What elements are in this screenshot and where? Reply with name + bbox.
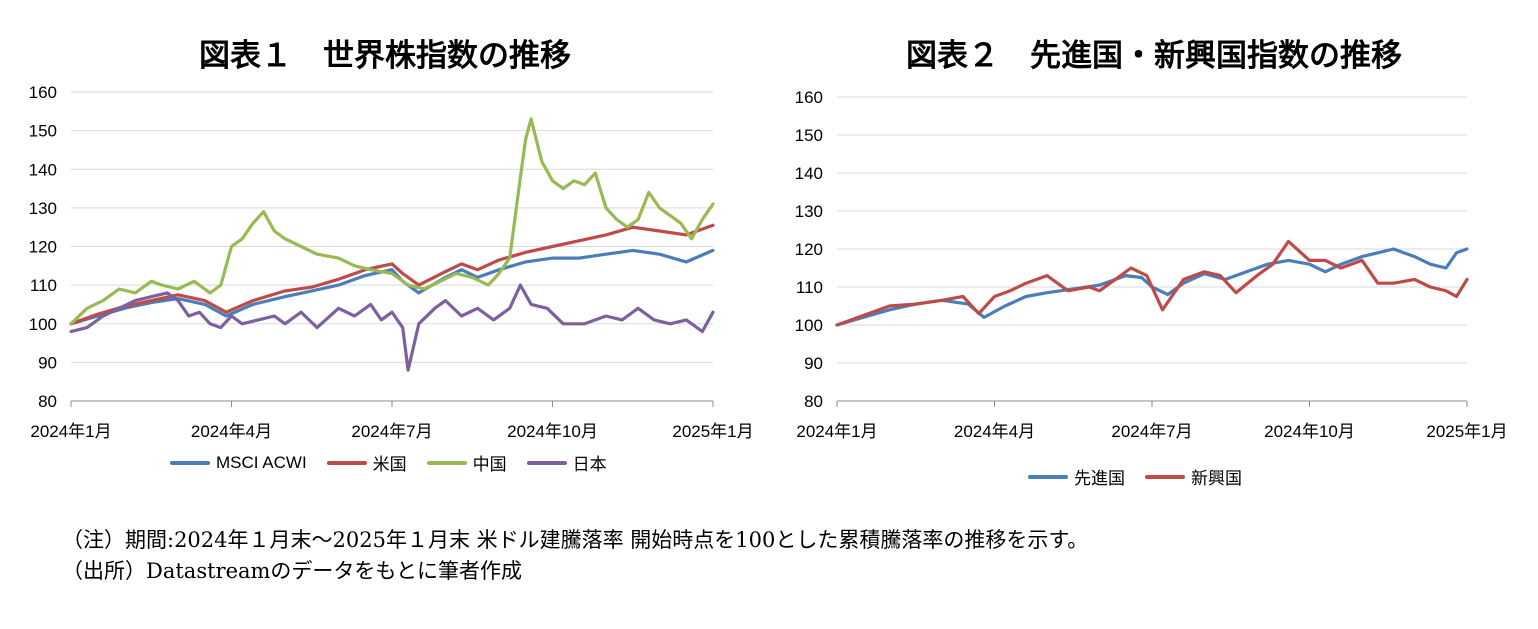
x-tick-label: 2024年10月 [507,422,598,441]
legend-label: MSCI ACWI [216,452,307,472]
y-tick-label: 160 [29,83,57,102]
legend-label: 日本 [572,455,607,474]
series-line [835,239,1469,327]
y-tick-label: 110 [796,278,823,297]
chart-panel-developed-emerging: 図表２ 先進国・新興国指数の推移 80 90 100 110 120 130 140 150 1… [770,0,1538,500]
y-tick-label: 150 [29,122,57,141]
legend-swatch [326,460,367,465]
x-tick-label: 2024年7月 [1111,422,1192,441]
legend-item: MSCI ACWI [170,453,307,473]
x-tick-label: 2024年7月 [351,422,432,441]
chart-title: 図表２ 先進国・新興国指数の推移 [906,38,1402,74]
series-line [69,223,715,326]
y-tick-label: 150 [795,126,823,145]
y-tick-label: 120 [795,240,823,259]
x-tick-label: 2025年1月 [1426,422,1507,441]
x-tick-label: 2025年1月 [672,422,753,441]
x-tick-label: 2024年1月 [796,422,877,441]
legend-swatch [1028,474,1068,479]
x-tick-label: 2024年10月 [1264,422,1355,441]
y-tick-label: 80 [38,392,57,411]
y-tick-label: 100 [795,316,823,335]
legend-swatch [170,460,210,465]
x-tick-label: 2024年4月 [954,422,1035,441]
y-tick-label: 160 [795,88,823,107]
x-tick-label: 2024年4月 [191,422,272,441]
y-tick-label: 120 [29,238,57,257]
y-tick-label: 100 [29,315,57,334]
y-tick-label: 90 [38,353,57,372]
footnotes: （注）期間:2024年１月末〜2025年１月末 米ドル建騰落率 開始時点を100… [62,525,1088,587]
legend-swatch [1145,474,1185,479]
legend-label: 中国 [472,455,507,474]
y-tick-label: 90 [804,354,823,373]
legend-swatch [426,460,467,465]
legend-item: 中国 [426,450,507,475]
legend-label: 先進国 [1074,469,1125,488]
y-tick-label: 140 [795,164,823,183]
legend-swatch [526,460,567,465]
chart-plot: 80 90 100 110 120 130 140 150 160 2024年1月 2024年4月 2… [29,83,754,441]
y-tick-label: 130 [795,202,823,221]
chart-panel-world: 図表１ 世界株指数の推移 80 90 100 110 120 130 140 150 160 20… [0,0,770,500]
chart-title: 図表１ 世界株指数の推移 [199,38,571,74]
x-tick-label: 2024年1月 [30,422,111,441]
y-tick-label: 140 [29,160,57,179]
series-line [69,117,715,326]
series-line [69,283,715,372]
chart-legend: 先進国 新興国 [1028,464,1242,489]
chart-plot: 80 90 100 110 120 130 140 150 160 2024年1月 2024年4月 2… [795,88,1508,441]
y-tick-label: 80 [804,392,823,411]
legend-item: 先進国 [1028,464,1125,489]
footnote-source: （出所）Datastreamのデータをもとに筆者作成 [62,559,523,583]
y-tick-label: 110 [30,276,57,295]
legend-label: 新興国 [1191,469,1242,488]
legend-item: 日本 [526,450,607,475]
legend-item: 新興国 [1145,464,1242,489]
legend-item: 米国 [326,450,407,475]
y-tick-label: 130 [29,199,57,218]
legend-label: 米国 [372,455,407,474]
footnote-note: （注）期間:2024年１月末〜2025年１月末 米ドル建騰落率 開始時点を100… [62,528,1089,552]
chart-legend: MSCI ACWI 米国 中国 日本 [170,450,607,475]
